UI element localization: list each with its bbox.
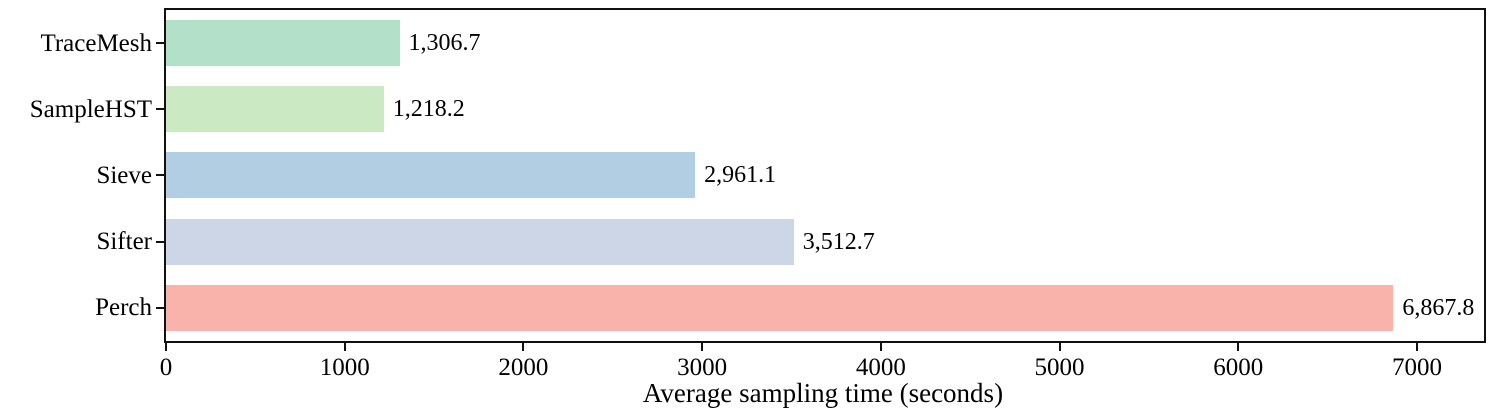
x-axis: 0 1000 2000 3000 4000 5000 6000 7000 (160, 341, 1484, 383)
y-tick-mark (156, 174, 164, 177)
bar-row: 1,218.2 (166, 86, 1484, 133)
bar-row: 3,512.7 (166, 218, 1484, 265)
y-tick-row: Sifter (0, 219, 164, 265)
x-tick-label: 1000 (319, 354, 370, 381)
y-tick-row: Perch (0, 285, 164, 331)
y-tick-mark (156, 42, 164, 45)
bar-perch (166, 284, 1394, 331)
x-tick-mark (879, 343, 882, 351)
x-tick-mark (343, 343, 346, 351)
y-category-label: Sifter (96, 228, 152, 256)
x-tick-label: 0 (159, 354, 173, 381)
y-tick-mark (156, 306, 164, 309)
x-tick-label: 7000 (1391, 354, 1442, 381)
y-tick-mark (156, 240, 164, 243)
bar-sieve (166, 152, 696, 199)
y-tick-mark (156, 108, 164, 111)
bar-value-label: 3,512.7 (802, 228, 875, 255)
bar-tracemesh (166, 20, 400, 67)
x-axis-title: Average sampling time (seconds) (642, 378, 1004, 408)
x-tick-mark (1415, 343, 1418, 351)
x-tick-label: 5000 (1034, 354, 1085, 381)
y-axis: TraceMesh SampleHST Sieve Sifter Perch (0, 10, 164, 341)
bar-row: 6,867.8 (166, 284, 1484, 331)
x-tick-label: 4000 (855, 354, 906, 381)
bar-sifter (166, 218, 794, 265)
bar-samplehst (166, 86, 384, 133)
y-tick-row: SampleHST (0, 86, 164, 132)
plot-area: 1,306.7 1,218.2 2,961.1 3,512.7 6,867.8 (164, 8, 1486, 343)
x-tick-mark (1058, 343, 1061, 351)
y-category-label: TraceMesh (40, 29, 152, 57)
x-tick-mark (1237, 343, 1240, 351)
x-tick-mark (522, 343, 525, 351)
y-category-label: Perch (95, 294, 152, 322)
y-tick-row: TraceMesh (0, 20, 164, 66)
x-tick-label: 2000 (498, 354, 549, 381)
bar-value-label: 2,961.1 (704, 162, 777, 189)
y-category-label: Sieve (96, 161, 152, 189)
bar-row: 2,961.1 (166, 152, 1484, 199)
bar-value-label: 1,218.2 (392, 96, 465, 123)
x-tick-label: 6000 (1213, 354, 1264, 381)
x-tick-mark (701, 343, 704, 351)
x-tick-mark (165, 343, 167, 351)
y-category-label: SampleHST (29, 95, 152, 123)
bar-value-label: 1,306.7 (408, 30, 481, 57)
bar-value-label: 6,867.8 (1402, 294, 1475, 321)
bar-row: 1,306.7 (166, 20, 1484, 67)
x-tick-label: 3000 (677, 354, 728, 381)
y-tick-row: Sieve (0, 152, 164, 198)
